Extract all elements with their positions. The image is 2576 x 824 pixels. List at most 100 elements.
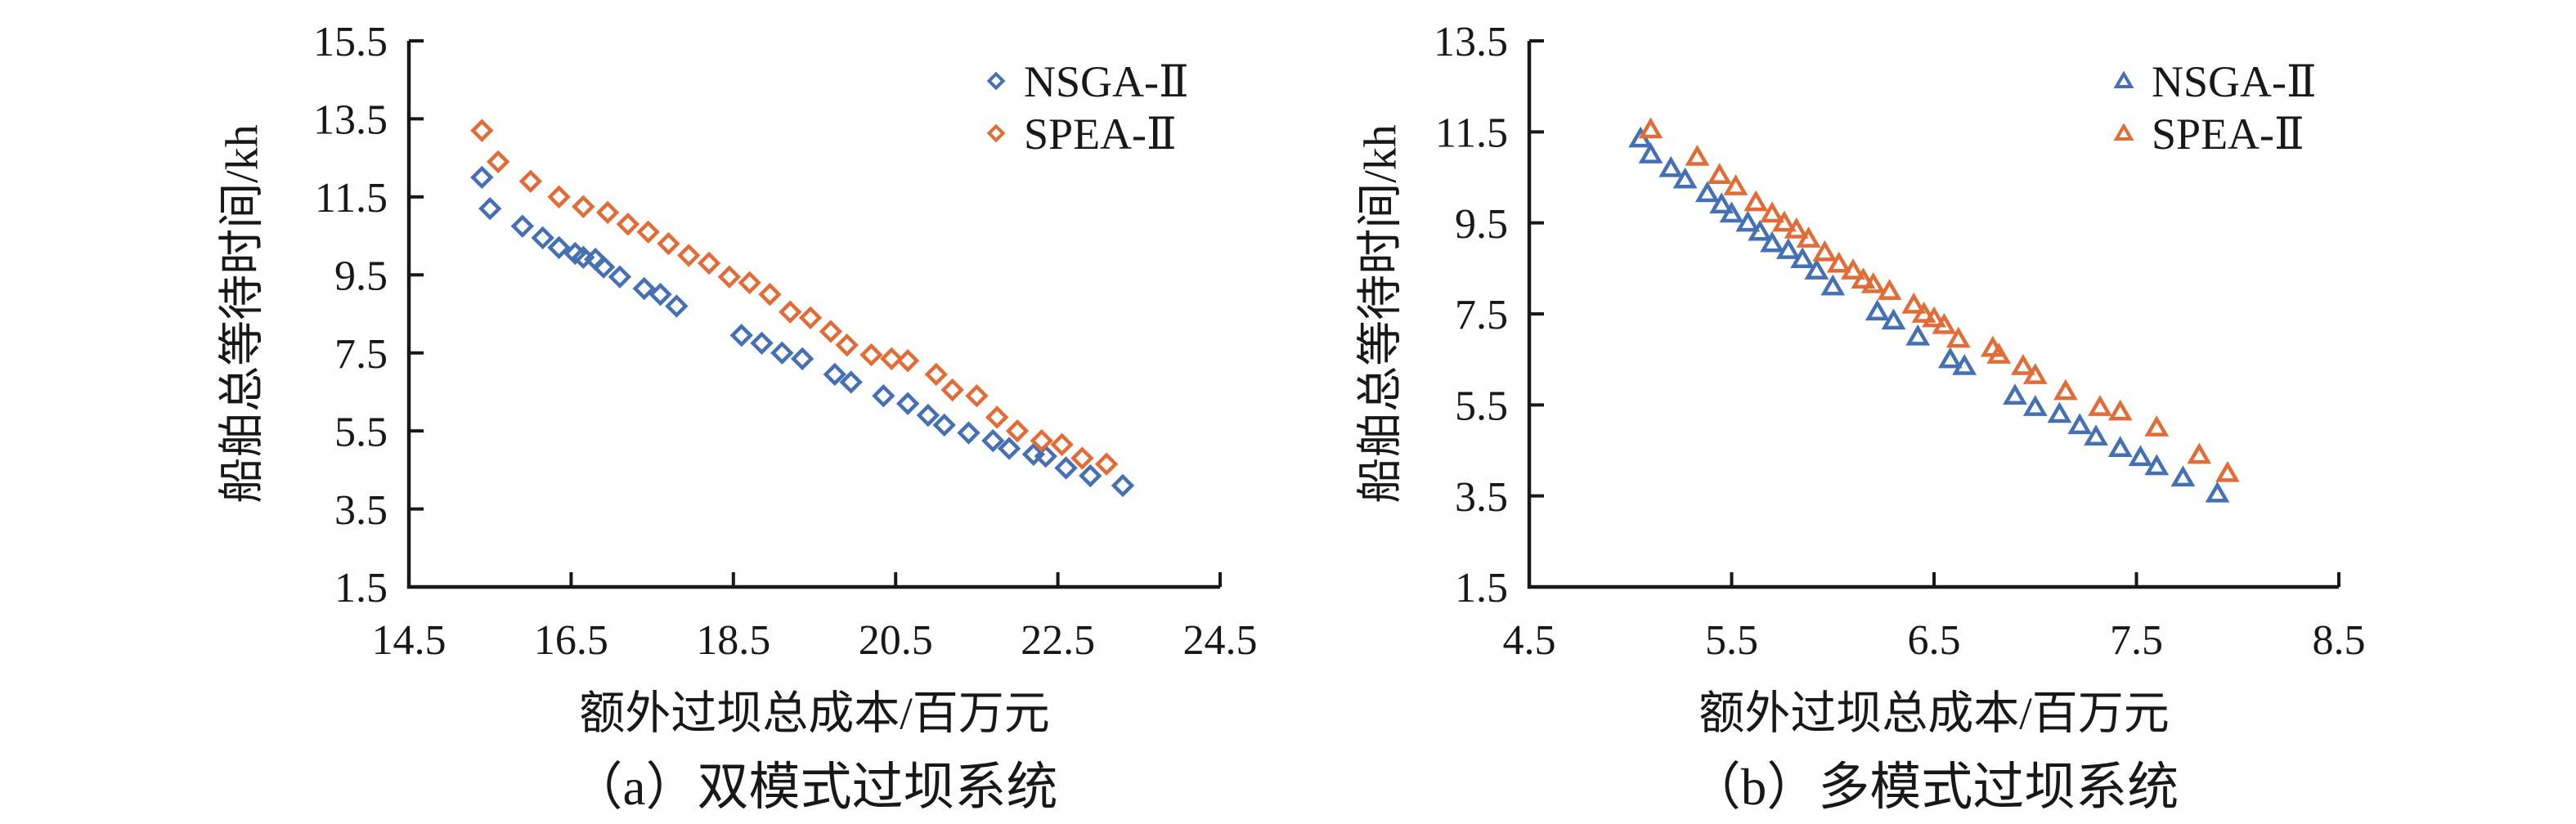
data-point-triangle — [1771, 210, 1797, 232]
data-point-triangle — [1932, 312, 1957, 334]
data-point-triangle — [1760, 201, 1784, 223]
data-point-diamond — [1070, 446, 1094, 470]
series-nsga — [1628, 126, 2230, 503]
data-point-triangle — [1672, 167, 1698, 189]
y-tick-label: 11.5 — [1435, 110, 1508, 157]
data-point-diamond — [779, 300, 802, 324]
data-point-triangle — [1784, 217, 1809, 239]
legend-diamond-icon — [986, 71, 1006, 91]
data-point-diamond — [997, 437, 1021, 460]
data-point-triangle — [1723, 174, 1748, 195]
data-point-triangle — [1719, 201, 1744, 223]
data-point-diamond — [729, 324, 753, 347]
data-point-diamond — [1030, 428, 1053, 453]
data-point-triangle — [2187, 442, 2212, 464]
x-tick-label: 8.5 — [2313, 617, 2366, 664]
data-point-diamond — [823, 362, 846, 387]
data-point-triangle — [1709, 192, 1735, 214]
data-point-diamond — [547, 185, 571, 209]
data-point-triangle — [1685, 144, 1710, 166]
data-point-triangle — [1820, 274, 1846, 296]
data-point-triangle — [1796, 226, 1821, 248]
data-point-diamond — [839, 370, 863, 394]
data-point-triangle — [1865, 299, 1890, 320]
data-point-triangle — [1901, 292, 1927, 314]
data-point-diamond — [531, 226, 554, 250]
x-axis-title: 额外过坝总成本/百万元 — [1699, 689, 2170, 740]
x-tick-label: 16.5 — [534, 617, 608, 664]
y-tick-label: 1.5 — [334, 565, 388, 611]
y-tick-label: 13.5 — [1434, 19, 1508, 65]
data-point-triangle — [1694, 181, 1720, 203]
y-tick-label: 7.5 — [1455, 292, 1508, 338]
data-point-triangle — [1851, 267, 1876, 289]
y-tick-label: 3.5 — [334, 487, 388, 534]
y-axis-title: 船舶总等待时间/kh — [218, 124, 268, 504]
data-point-diamond — [932, 413, 956, 437]
data-point-diamond — [636, 220, 660, 244]
data-point-triangle — [1638, 117, 1663, 139]
data-point-triangle — [2107, 399, 2133, 421]
y-tick-label: 15.5 — [313, 19, 388, 65]
data-point-diamond — [1054, 456, 1078, 480]
data-point-diamond — [798, 306, 823, 329]
data-point-triangle — [1707, 163, 1732, 184]
data-point-diamond — [717, 265, 742, 289]
data-point-diamond — [697, 251, 721, 275]
data-point-diamond — [770, 341, 794, 365]
panel-caption: （b）多模式过坝系统 — [1690, 759, 2179, 816]
legend-label: NSGA-Ⅱ — [1024, 57, 1189, 106]
y-axis-title: 船舶总等待时间/kh — [1356, 124, 1407, 504]
data-point-diamond — [648, 282, 672, 307]
data-point-diamond — [478, 196, 502, 221]
series-spea — [470, 119, 1119, 476]
y-tick-label: 1.5 — [1455, 565, 1508, 611]
chart-b-svg: 1.5 3.5 5.5 7.5 9.5 11.5 13.5 4.5 5.5 6.5 7.5 8.5 船舶… — [1356, 19, 2366, 816]
data-point-triangle — [1841, 258, 1865, 280]
data-point-diamond — [616, 213, 640, 236]
legend-diamond-icon — [986, 123, 1006, 143]
data-point-diamond — [895, 349, 920, 373]
data-point-triangle — [2170, 465, 2196, 487]
data-point-diamond — [1034, 444, 1057, 468]
data-point-diamond — [547, 235, 571, 260]
data-point-diamond — [916, 403, 940, 428]
data-point-triangle — [1986, 343, 2012, 364]
y-tick-label: 5.5 — [334, 409, 388, 455]
data-point-diamond — [1079, 464, 1102, 488]
y-tick-label: 11.5 — [315, 175, 388, 222]
data-point-diamond — [790, 347, 815, 371]
legend-label: SPEA-Ⅱ — [2152, 110, 2304, 159]
data-point-triangle — [2047, 401, 2072, 423]
data-point-diamond — [880, 347, 904, 371]
data-point-triangle — [2067, 413, 2093, 435]
data-point-triangle — [2088, 395, 2112, 416]
data-point-diamond — [819, 320, 843, 343]
data-point-triangle — [1881, 308, 1906, 330]
data-point-triangle — [1812, 240, 1838, 262]
data-point-triangle — [1735, 210, 1761, 232]
x-tick-label: 18.5 — [696, 617, 770, 664]
data-point-triangle — [2022, 395, 2048, 416]
data-point-diamond — [872, 384, 895, 408]
chart-a-svg: 1.5 3.5 5.5 7.5 9.5 11.5 13.5 15.5 14.5 16.5 18.5 2… — [218, 19, 1258, 816]
data-point-triangle — [1804, 258, 1829, 280]
data-point-triangle — [1905, 324, 1931, 346]
data-point-triangle — [2144, 415, 2170, 437]
data-point-diamond — [1111, 473, 1135, 498]
data-point-diamond — [518, 169, 542, 193]
data-point-diamond — [957, 421, 981, 445]
y-tick-label: 9.5 — [1455, 201, 1508, 248]
data-point-triangle — [1826, 251, 1851, 273]
data-point-triangle — [1790, 247, 1815, 268]
data-point-diamond — [985, 405, 1009, 429]
data-point-diamond — [486, 150, 510, 174]
data-point-triangle — [2003, 383, 2027, 405]
data-point-diamond — [1005, 419, 1030, 443]
data-point-triangle — [2053, 378, 2078, 401]
data-point-triangle — [1775, 238, 1801, 259]
data-point-diamond — [595, 200, 620, 225]
data-point-diamond — [965, 384, 989, 408]
panel-caption: （a）双模式过坝系统 — [572, 759, 1058, 816]
